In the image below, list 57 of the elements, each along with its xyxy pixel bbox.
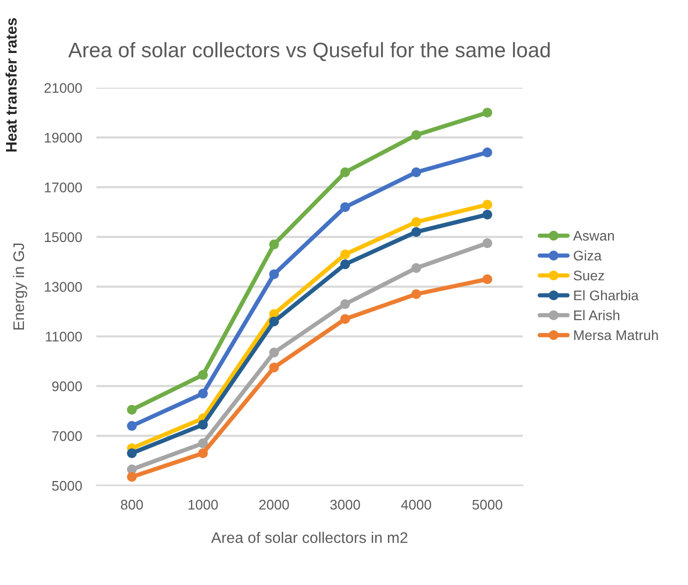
point	[340, 314, 350, 324]
point	[127, 421, 137, 431]
chart-title: Area of solar collectors vs Quseful for the same load	[68, 42, 550, 62]
x-tick-label: 2000	[259, 500, 289, 510]
point	[198, 420, 208, 430]
point	[482, 274, 492, 284]
point	[269, 269, 279, 280]
point	[198, 448, 208, 458]
point	[269, 240, 279, 250]
point	[340, 167, 350, 178]
point	[198, 388, 208, 398]
y-tick-label: 21000	[44, 83, 82, 93]
point	[198, 438, 208, 448]
point	[482, 108, 492, 118]
point	[127, 472, 137, 482]
point	[340, 202, 350, 212]
y-tick-label: 13000	[44, 282, 82, 292]
legend-label: Aswan	[573, 230, 614, 241]
legend-label: Mersa Matruh	[574, 330, 658, 340]
x-axis-title: Area of solar collectors in m2	[211, 532, 408, 544]
y-tick-label: 5000	[52, 480, 82, 491]
y-tick-label: 11000	[46, 332, 82, 342]
y-tick-label: 9000	[52, 381, 82, 392]
point	[269, 316, 279, 326]
x-tick-label: 4000	[401, 500, 432, 510]
point	[340, 249, 350, 260]
point	[482, 210, 492, 220]
x-tick-label: 1000	[188, 500, 218, 510]
point	[340, 259, 350, 270]
y-tick-label: 15000	[44, 232, 82, 242]
point	[127, 404, 137, 415]
point	[411, 263, 422, 273]
point	[482, 200, 492, 210]
point	[482, 148, 492, 158]
point	[411, 167, 422, 178]
y-tick-label: 19000	[44, 132, 82, 143]
point	[411, 217, 422, 227]
point	[482, 238, 492, 248]
x-tick-label: 800	[120, 500, 143, 510]
legend-label: Suez	[574, 270, 604, 280]
legend-label: Giza	[574, 250, 602, 261]
legend-label: El Gharbia	[574, 290, 639, 300]
point	[411, 130, 422, 140]
x-tick-label: 5000	[472, 500, 502, 510]
y-tick-label: 17000	[44, 182, 82, 192]
point	[269, 362, 279, 372]
text: Heat transfer rates	[6, 18, 17, 152]
y-axis-title: Energy in GJ	[12, 244, 28, 330]
point	[198, 370, 208, 380]
point	[269, 348, 279, 358]
y-tick-label: 7000	[52, 431, 82, 441]
point	[340, 299, 350, 309]
point	[411, 227, 422, 237]
point	[127, 448, 137, 458]
point	[411, 289, 422, 299]
legend-label: El Arish	[574, 310, 620, 320]
x-tick-label: 3000	[330, 500, 360, 510]
